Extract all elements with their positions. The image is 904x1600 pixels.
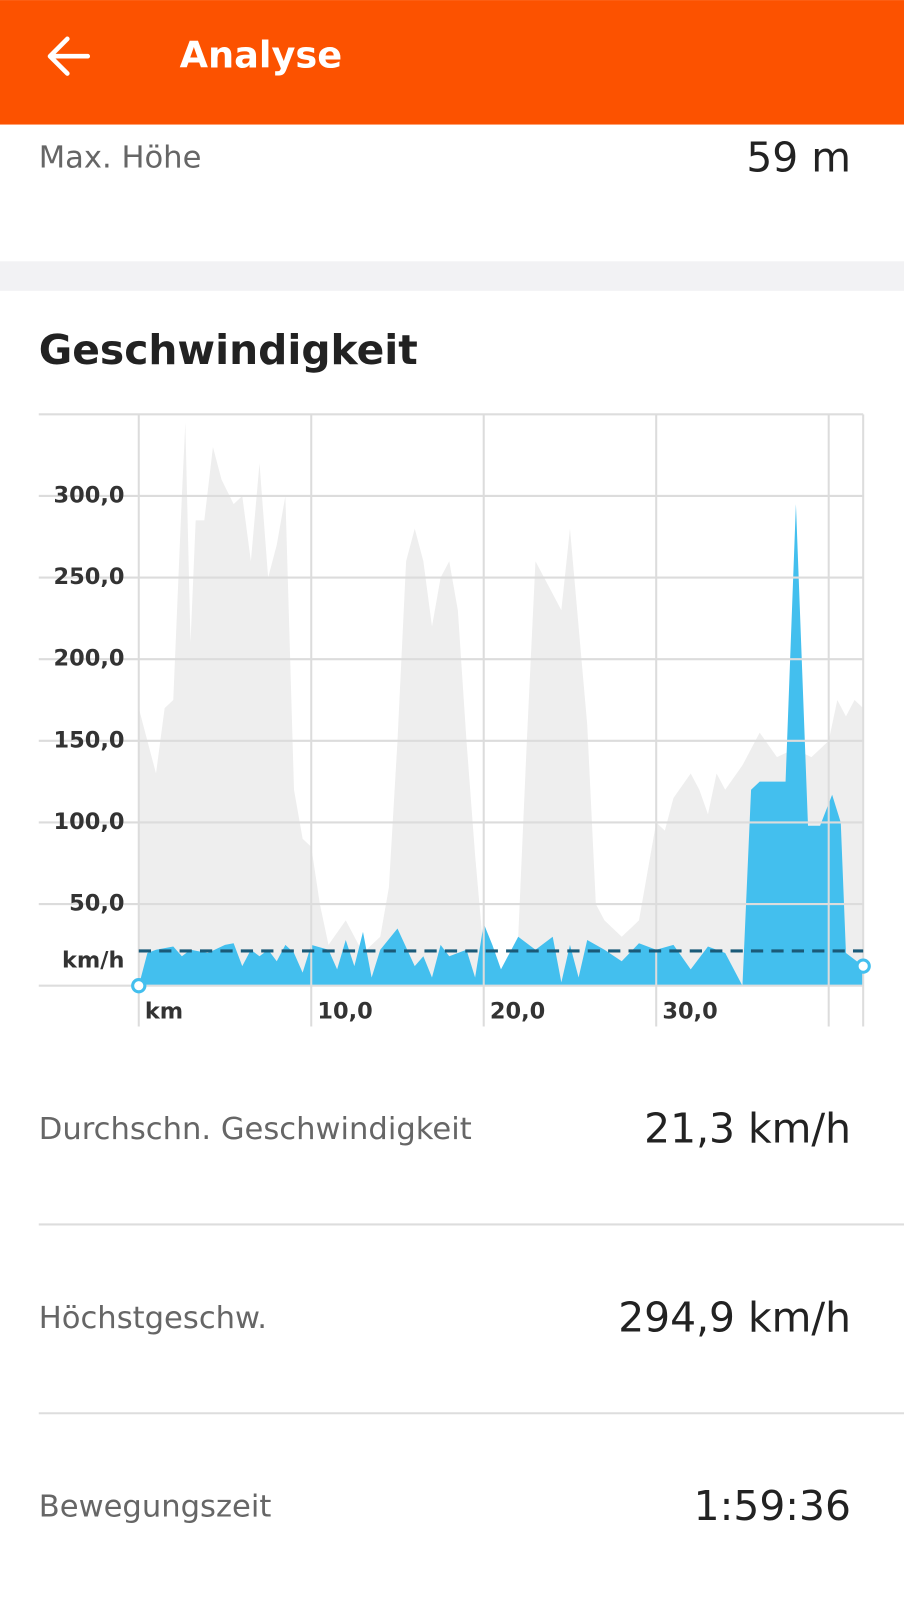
x-tick-label: 30,0	[662, 999, 717, 1025]
stat-label: Bewegungszeit	[39, 1490, 272, 1525]
x-tick-label: 10,0	[317, 999, 372, 1025]
app-title: Analyse	[180, 34, 343, 77]
y-axis-unit: km/h	[62, 948, 124, 974]
y-tick-label: 100,0	[53, 809, 124, 835]
y-tick-label: 300,0	[53, 482, 124, 508]
stat-value: 1:59:36	[694, 1482, 851, 1530]
end-marker	[131, 978, 147, 994]
stat-label: Durchschn. Geschwindigkeit	[39, 1112, 472, 1147]
speed-chart: 50,0 100,0 150,0 200,0 250,0 300,0 km/h km 10,0 2…	[38, 413, 871, 1027]
stat-value: 59 m	[746, 133, 851, 181]
stat-value: 21,3 km/h	[644, 1105, 851, 1153]
y-tick-label: 200,0	[53, 646, 124, 672]
back-arrow[interactable]	[47, 36, 91, 76]
stat-value: 294,9 km/h	[618, 1293, 851, 1341]
end-marker	[855, 958, 871, 974]
y-tick-label: 250,0	[53, 564, 124, 590]
x-tick-label: km	[145, 999, 183, 1025]
speed-stats: Durchschn. Geschwindigkeit 21,3 km/h Höchs…	[38, 1105, 904, 1530]
y-tick-label: 50,0	[69, 891, 124, 917]
x-tick-label: 20,0	[490, 999, 545, 1025]
speed-area	[138, 504, 864, 986]
section-title: Geschwindigkeit	[39, 326, 418, 374]
section-separator	[0, 261, 904, 291]
stat-label: Max. Höhe	[39, 141, 202, 176]
speed-area	[138, 422, 864, 986]
stat-label: Höchstgeschw.	[39, 1301, 267, 1336]
back-button[interactable]	[47, 36, 91, 76]
y-tick-label: 150,0	[53, 727, 124, 753]
app-bar	[0, 0, 904, 125]
